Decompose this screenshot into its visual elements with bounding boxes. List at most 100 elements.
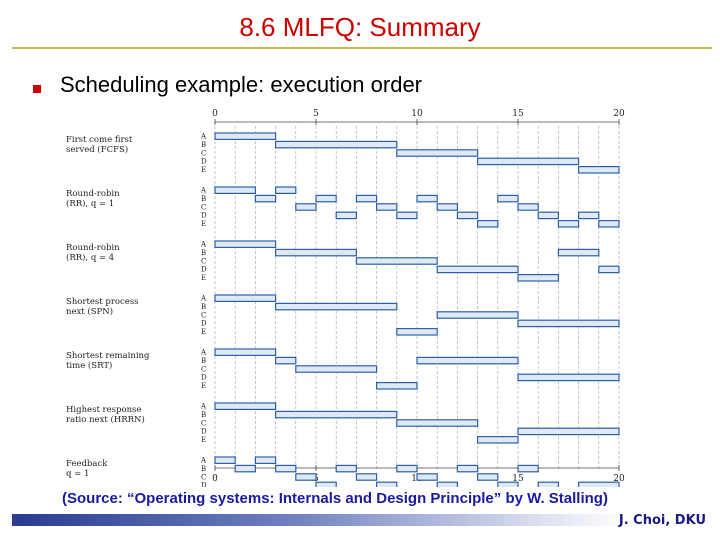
- execution-bar: [598, 265, 620, 274]
- execution-bar: [295, 365, 378, 373]
- policy-label: First come first: [66, 135, 133, 145]
- process-label: B: [201, 357, 206, 365]
- process-label: D: [201, 482, 207, 487]
- execution-bar: [497, 481, 519, 487]
- execution-bar: [234, 464, 256, 473]
- execution-bar: [396, 149, 479, 157]
- execution-bar: [537, 481, 560, 487]
- time-tick-label-top: 20: [613, 109, 625, 119]
- execution-bar: [214, 240, 277, 249]
- execution-bar: [275, 464, 297, 473]
- page-title: 8.6 MLFQ: Summary: [239, 12, 481, 42]
- execution-bar: [517, 464, 539, 473]
- time-tick-label-top: 15: [512, 109, 524, 119]
- policy-label: time (SRT): [66, 360, 112, 371]
- execution-bar: [557, 219, 580, 228]
- execution-bar: [254, 194, 277, 203]
- policy-label: Shortest remaining: [66, 351, 150, 361]
- execution-bar: [477, 473, 499, 481]
- execution-bar: [275, 248, 358, 257]
- process-label: B: [201, 141, 206, 149]
- execution-bar: [214, 402, 277, 411]
- execution-bar: [355, 257, 438, 265]
- process-label: D: [201, 374, 207, 382]
- execution-bar: [396, 464, 418, 473]
- execution-bar: [355, 473, 378, 481]
- process-label: C: [201, 203, 206, 211]
- execution-bar: [517, 319, 620, 328]
- execution-bar: [517, 427, 620, 436]
- execution-bar: [577, 481, 620, 487]
- execution-bar: [376, 481, 398, 487]
- execution-bar: [557, 248, 600, 257]
- execution-bar: [254, 456, 277, 465]
- process-label: E: [201, 382, 206, 390]
- process-label: D: [201, 158, 207, 166]
- execution-bar: [517, 274, 560, 282]
- policy-label: Feedback: [66, 459, 108, 469]
- process-label: E: [201, 220, 206, 228]
- execution-bar: [436, 311, 519, 319]
- execution-bar: [477, 436, 519, 444]
- execution-bar: [214, 294, 277, 303]
- execution-bar: [214, 186, 257, 195]
- policy-label: next (SPN): [66, 306, 113, 317]
- execution-bar: [214, 348, 277, 357]
- execution-bar: [456, 211, 479, 220]
- execution-bar: [577, 165, 620, 174]
- policy-label: ratio next (HRRN): [66, 414, 145, 425]
- execution-bar: [497, 194, 519, 203]
- execution-bar: [214, 456, 236, 465]
- policy-label: (RR), q = 1: [66, 198, 114, 209]
- execution-bar: [315, 481, 337, 487]
- process-label: A: [200, 349, 207, 357]
- execution-bar: [436, 481, 459, 487]
- execution-bar: [416, 194, 438, 203]
- process-label: B: [201, 411, 206, 419]
- policy-label: Round-robin: [66, 189, 120, 199]
- process-label: B: [201, 249, 206, 257]
- execution-bar: [416, 473, 438, 481]
- process-label: A: [200, 457, 207, 465]
- execution-bar: [396, 328, 438, 336]
- execution-bar: [416, 356, 519, 365]
- execution-bar: [315, 194, 337, 203]
- title-divider: [12, 47, 712, 49]
- execution-bar: [295, 473, 317, 481]
- policy-label: (RR), q = 4: [66, 252, 114, 263]
- process-label: A: [200, 133, 207, 141]
- process-label: C: [201, 419, 206, 427]
- execution-bar: [275, 186, 297, 195]
- process-label: A: [200, 403, 207, 411]
- execution-bar: [355, 194, 378, 203]
- time-tick-label-top: 10: [411, 109, 423, 119]
- policy-label: Shortest process: [66, 297, 139, 307]
- policy-label: Round-robin: [66, 243, 120, 253]
- process-label: B: [201, 465, 206, 473]
- process-label: E: [201, 274, 206, 282]
- process-label: D: [201, 266, 207, 274]
- execution-bar: [537, 211, 560, 220]
- process-label: A: [200, 241, 207, 249]
- execution-bar: [335, 211, 358, 220]
- execution-bar: [598, 219, 620, 228]
- policy-label: served (FCFS): [66, 144, 128, 155]
- execution-bar: [477, 219, 499, 228]
- execution-bar: [275, 410, 398, 419]
- execution-bar: [214, 132, 277, 141]
- execution-bar: [275, 302, 398, 311]
- execution-bar: [477, 157, 580, 166]
- execution-bar: [436, 203, 459, 211]
- execution-bar: [456, 464, 479, 473]
- execution-bar: [396, 419, 479, 427]
- time-tick-label-bottom: 15: [512, 474, 524, 484]
- execution-bar: [577, 211, 600, 220]
- process-label: E: [201, 436, 206, 444]
- process-label: C: [201, 257, 206, 265]
- source-citation: (Source: “Operating systems: Internals a…: [62, 490, 608, 507]
- execution-bar: [436, 265, 519, 274]
- execution-bar: [275, 140, 398, 149]
- execution-bar: [376, 203, 398, 211]
- footer-bar: [12, 514, 624, 526]
